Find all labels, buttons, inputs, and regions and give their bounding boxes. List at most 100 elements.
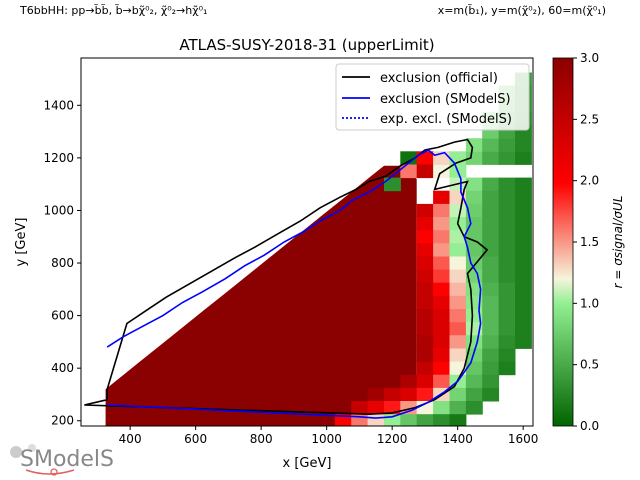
heatmap-cell	[433, 348, 450, 363]
heatmap-cell	[449, 348, 467, 363]
heatmap-cell	[433, 309, 450, 323]
y-tick-label: 1200	[43, 151, 74, 165]
heatmap-cell	[433, 414, 450, 426]
heatmap-cell	[416, 414, 434, 426]
heatmap-cell	[465, 151, 483, 165]
colorbar-tick-label: 2.0	[580, 174, 599, 188]
heatmap-cell	[433, 374, 450, 389]
legend-label-smodels: exclusion (SModelS)	[380, 92, 511, 107]
heatmap-cell	[433, 322, 450, 336]
heatmap-cell	[449, 401, 467, 415]
heatmap-cell	[465, 203, 483, 218]
heatmap-cell	[465, 348, 483, 363]
heatmap-cell	[334, 414, 352, 426]
heatmap-cell	[465, 243, 483, 257]
heatmap-cell	[515, 190, 532, 205]
y-tick-label: 600	[51, 309, 74, 323]
heatmap-cell	[498, 322, 516, 336]
heatmap-cell	[498, 309, 516, 323]
heatmap-cell	[482, 190, 500, 205]
heatmap-cell	[449, 295, 467, 310]
y-tick-label: 800	[51, 256, 74, 270]
heatmap-cell	[433, 243, 450, 257]
heatmap-cell	[433, 361, 450, 376]
heatmap-cell	[498, 177, 516, 192]
heatmap-cell	[384, 177, 401, 192]
heatmap-cell	[449, 309, 467, 323]
heatmap-cell	[482, 309, 500, 323]
heatmap-cell	[515, 282, 532, 297]
heatmap-cell	[416, 164, 434, 179]
heatmap-cell	[465, 374, 483, 389]
y-tick-label: 1000	[43, 203, 74, 217]
heatmap-cell	[416, 203, 434, 218]
heatmap-cell	[433, 269, 450, 284]
heatmap-cell	[465, 190, 483, 205]
heatmap-cell	[498, 190, 516, 205]
heatmap-cell	[465, 177, 483, 192]
heatmap-cell	[498, 269, 516, 284]
heatmap-cell	[498, 361, 516, 376]
heatmap-cell	[433, 256, 450, 271]
heatmap-cell	[400, 164, 418, 179]
heatmap-cell	[465, 335, 483, 349]
heatmap-cell	[482, 256, 500, 271]
heatmap-cell	[384, 414, 401, 426]
heatmap-cell	[449, 322, 467, 336]
heatmap-cell	[498, 151, 516, 165]
colorbar-tick-label: 0.0	[580, 419, 599, 433]
heatmap-cell	[449, 414, 467, 426]
heatmap-cell	[465, 361, 483, 376]
svg-text:SModelS: SModelS	[20, 447, 114, 472]
heatmap-cell	[367, 387, 385, 402]
x-tick-label: 1400	[442, 432, 473, 446]
heatmap-cell	[498, 282, 516, 297]
exclusion-curves	[84, 138, 489, 419]
x-tick-label: 800	[250, 432, 273, 446]
heatmap-cell	[515, 295, 532, 310]
heatmap-cell	[416, 217, 434, 231]
heatmap-cell	[482, 138, 500, 152]
heatmap-cell	[498, 256, 516, 271]
y-axis-label: y [GeV]	[14, 218, 29, 267]
heatmap-cell	[416, 282, 434, 297]
heatmap-cell	[482, 230, 500, 244]
heatmap-cell	[416, 374, 434, 389]
heatmap-cell	[482, 203, 500, 218]
heatmap-cell	[515, 269, 532, 284]
heatmap-cell	[465, 401, 483, 415]
heatmap-cell	[498, 203, 516, 218]
heatmap-cell	[482, 374, 500, 389]
heatmap-cell	[482, 335, 500, 349]
heatmap-cell	[482, 243, 500, 257]
heatmap-cell	[400, 374, 418, 389]
heatmap-cell	[433, 217, 450, 231]
x-axis-label: x [GeV]	[283, 456, 332, 471]
heatmap-cell	[515, 138, 532, 152]
axes-definition-header: x=m(b̃₁), y=m(χ̃⁰₂), 60=m(χ̃⁰₁)	[437, 4, 606, 17]
colorbar-tick-label: 2.5	[580, 112, 599, 126]
heatmap-cell	[498, 243, 516, 257]
heatmap-cell	[367, 401, 385, 415]
heatmap-cell	[515, 177, 532, 192]
x-axis-ticks: 400 600 800 1000 1200 1400 1600	[119, 426, 539, 446]
x-tick-label: 1200	[377, 432, 408, 446]
heatmap-cell	[449, 269, 467, 284]
y-tick-label: 200	[51, 414, 74, 428]
y-tick-label: 400	[51, 361, 74, 375]
legend: exclusion (official) exclusion (SModelS)…	[335, 63, 530, 131]
colorbar-gradient	[552, 57, 574, 427]
heatmap-cell	[482, 151, 500, 165]
colorbar-tick-label: 0.5	[580, 358, 599, 372]
heatmap-cell	[482, 361, 500, 376]
heatmap-cell	[433, 282, 450, 297]
heatmap-cell	[449, 203, 467, 218]
heatmap-cell	[400, 414, 418, 426]
x-tick-label: 1600	[508, 432, 539, 446]
heatmap-cell	[433, 335, 450, 349]
colorbar: 0.0 0.5 1.0 1.5 2.0 2.5 3.0 r = σsignal/σUL	[552, 51, 625, 433]
heatmap-cell	[482, 387, 500, 402]
heatmap-cell	[449, 282, 467, 297]
heatmap-cell	[515, 243, 532, 257]
legend-label-official: exclusion (official)	[380, 71, 498, 86]
